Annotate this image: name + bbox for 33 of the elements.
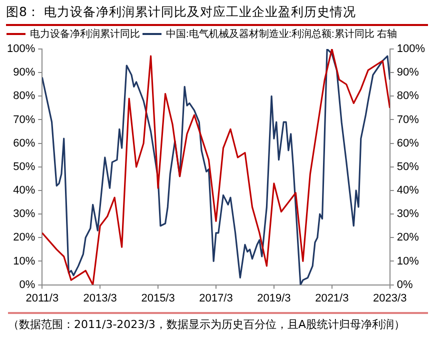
x-tick-label: 2011/3 (26, 292, 59, 304)
y2-tick-label: 30% (396, 208, 420, 220)
text: （数据范围：2011/3-2023/3，数据显示为历史百分位，且A股统计归母净利润） (8, 312, 428, 332)
y-tick-label: 50% (13, 160, 36, 173)
y-tick-label: 70% (13, 114, 36, 126)
y-tick-label: 80% (13, 90, 36, 102)
y-tick-label: 90% (13, 66, 36, 79)
y2-tick-label: 90% (396, 66, 420, 79)
chart-title: 图8： 电力设备净利润累计同比及对应工业企业盈利历史情况 (6, 4, 428, 26)
y2-tick-label: 60% (396, 137, 420, 150)
x-tick-label: 2023/3 (373, 292, 407, 304)
x-tick-label: 2013/3 (83, 292, 117, 304)
y-tick-label: 30% (13, 208, 36, 220)
x-tick-label: 2017/3 (199, 292, 233, 304)
y-tick-label: 0% (19, 278, 36, 291)
x-tick-label: 2015/3 (141, 292, 175, 304)
y2-tick-label: 10% (396, 255, 420, 268)
y-tick-label: 20% (13, 232, 36, 244)
y2-tick-label: 70% (396, 114, 420, 126)
x-tick-label: 2021/3 (315, 292, 349, 304)
y-tick-label: 10% (13, 255, 36, 268)
y2-tick-label: 50% (396, 160, 420, 173)
y2-tick-label: 80% (396, 90, 420, 102)
y-tick-label: 60% (13, 137, 36, 150)
legend-label: 中国:电气机械及器材制造业:利润总额:累计同比 右轴 (166, 28, 398, 40)
y2-tick-label: 40% (396, 184, 420, 197)
y2-tick-label: 100% (396, 43, 426, 56)
y2-tick-label: 20% (396, 232, 420, 244)
y-tick-label: 100% (6, 43, 36, 56)
y2-tick-label: 0% (396, 278, 413, 291)
legend-label: 电力设备净利润累计同比 (30, 28, 140, 40)
y-tick-label: 40% (13, 184, 36, 197)
x-tick-label: 2019/3 (257, 292, 291, 304)
